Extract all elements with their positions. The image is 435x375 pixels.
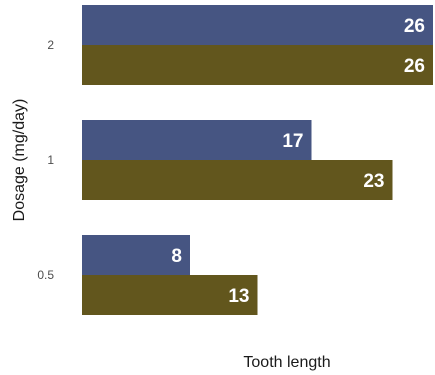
bar-value-label: 17: [282, 131, 303, 152]
bar: [82, 120, 312, 160]
y-tick-label: 1: [47, 153, 54, 167]
bar-value-label: 23: [363, 171, 384, 192]
bar-value-label: 8: [171, 246, 182, 267]
y-tick-label: 0.5: [37, 268, 54, 282]
bar: [82, 160, 393, 200]
bar: [82, 5, 433, 45]
bar-value-label: 26: [404, 16, 425, 37]
y-tick-labels: 210.5: [37, 38, 54, 282]
x-axis-title: Tooth length: [243, 354, 330, 371]
y-axis-title: Dosage (mg/day): [11, 99, 28, 222]
bar: [82, 45, 433, 85]
y-tick-label: 2: [47, 38, 54, 52]
bar-value-label: 26: [404, 56, 425, 77]
bars-layer: 26 26 17 23 8 13: [82, 5, 433, 315]
bar: [82, 275, 258, 315]
bar: [82, 235, 190, 275]
bar-value-label: 13: [228, 286, 249, 307]
